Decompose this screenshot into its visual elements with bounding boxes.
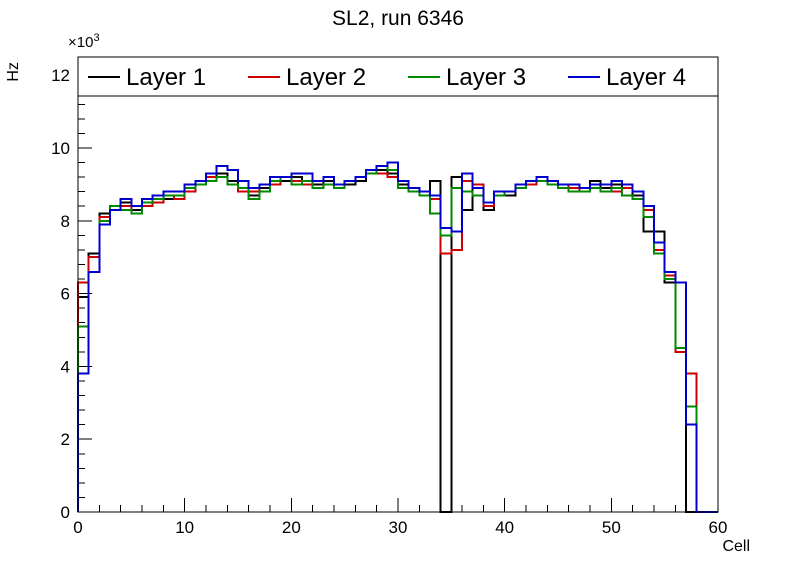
y-tick-label: 12 xyxy=(51,66,70,85)
series-line-layer-4 xyxy=(77,161,718,513)
legend-label-layer-2: Layer 2 xyxy=(286,64,366,91)
x-tick-label: 30 xyxy=(389,518,408,537)
y-tick-label: 10 xyxy=(51,139,70,158)
x-tick-label: 10 xyxy=(175,518,194,537)
x-tick-label: 40 xyxy=(495,518,514,537)
x-tick-label: 0 xyxy=(73,518,82,537)
y-axis-multiplier-exponent: 3 xyxy=(93,32,99,44)
x-tick-label: 20 xyxy=(282,518,301,537)
legend-label-layer-1: Layer 1 xyxy=(126,64,206,91)
y-axis-multiplier: ×103 xyxy=(68,32,100,51)
y-tick-label: 4 xyxy=(61,357,70,376)
legend-entry-layer-4: Layer 4 xyxy=(568,64,686,91)
series-line-layer-3 xyxy=(77,165,718,513)
y-tick-label: 8 xyxy=(61,212,70,231)
legend-label-layer-3: Layer 3 xyxy=(446,64,526,91)
x-tick-label: 50 xyxy=(602,518,621,537)
y-tick-label: 2 xyxy=(61,430,70,449)
page-title: SL2, run 6346 xyxy=(332,7,464,30)
legend-entry-layer-3: Layer 3 xyxy=(408,64,526,91)
y-tick-label: 6 xyxy=(61,285,70,304)
legend-label-layer-4: Layer 4 xyxy=(606,64,686,91)
y-tick-label: 0 xyxy=(61,503,70,522)
y-axis-title: Hz xyxy=(5,62,22,82)
legend-box xyxy=(77,56,719,97)
x-axis-title: Cell xyxy=(722,538,750,555)
series-lines xyxy=(77,161,718,513)
legend-entry-layer-2: Layer 2 xyxy=(248,64,366,91)
y-axis-ticks: 0 2 4 6 8 10 12 xyxy=(51,60,92,522)
x-axis-ticks: 0 10 20 30 40 50 60 xyxy=(73,498,727,537)
y-axis-multiplier-base: ×10 xyxy=(68,34,93,51)
legend-entry-layer-1: Layer 1 xyxy=(88,64,206,91)
legend: Layer 1 Layer 2 Layer 3 Layer 4 xyxy=(77,56,719,97)
x-tick-label: 60 xyxy=(709,518,728,537)
